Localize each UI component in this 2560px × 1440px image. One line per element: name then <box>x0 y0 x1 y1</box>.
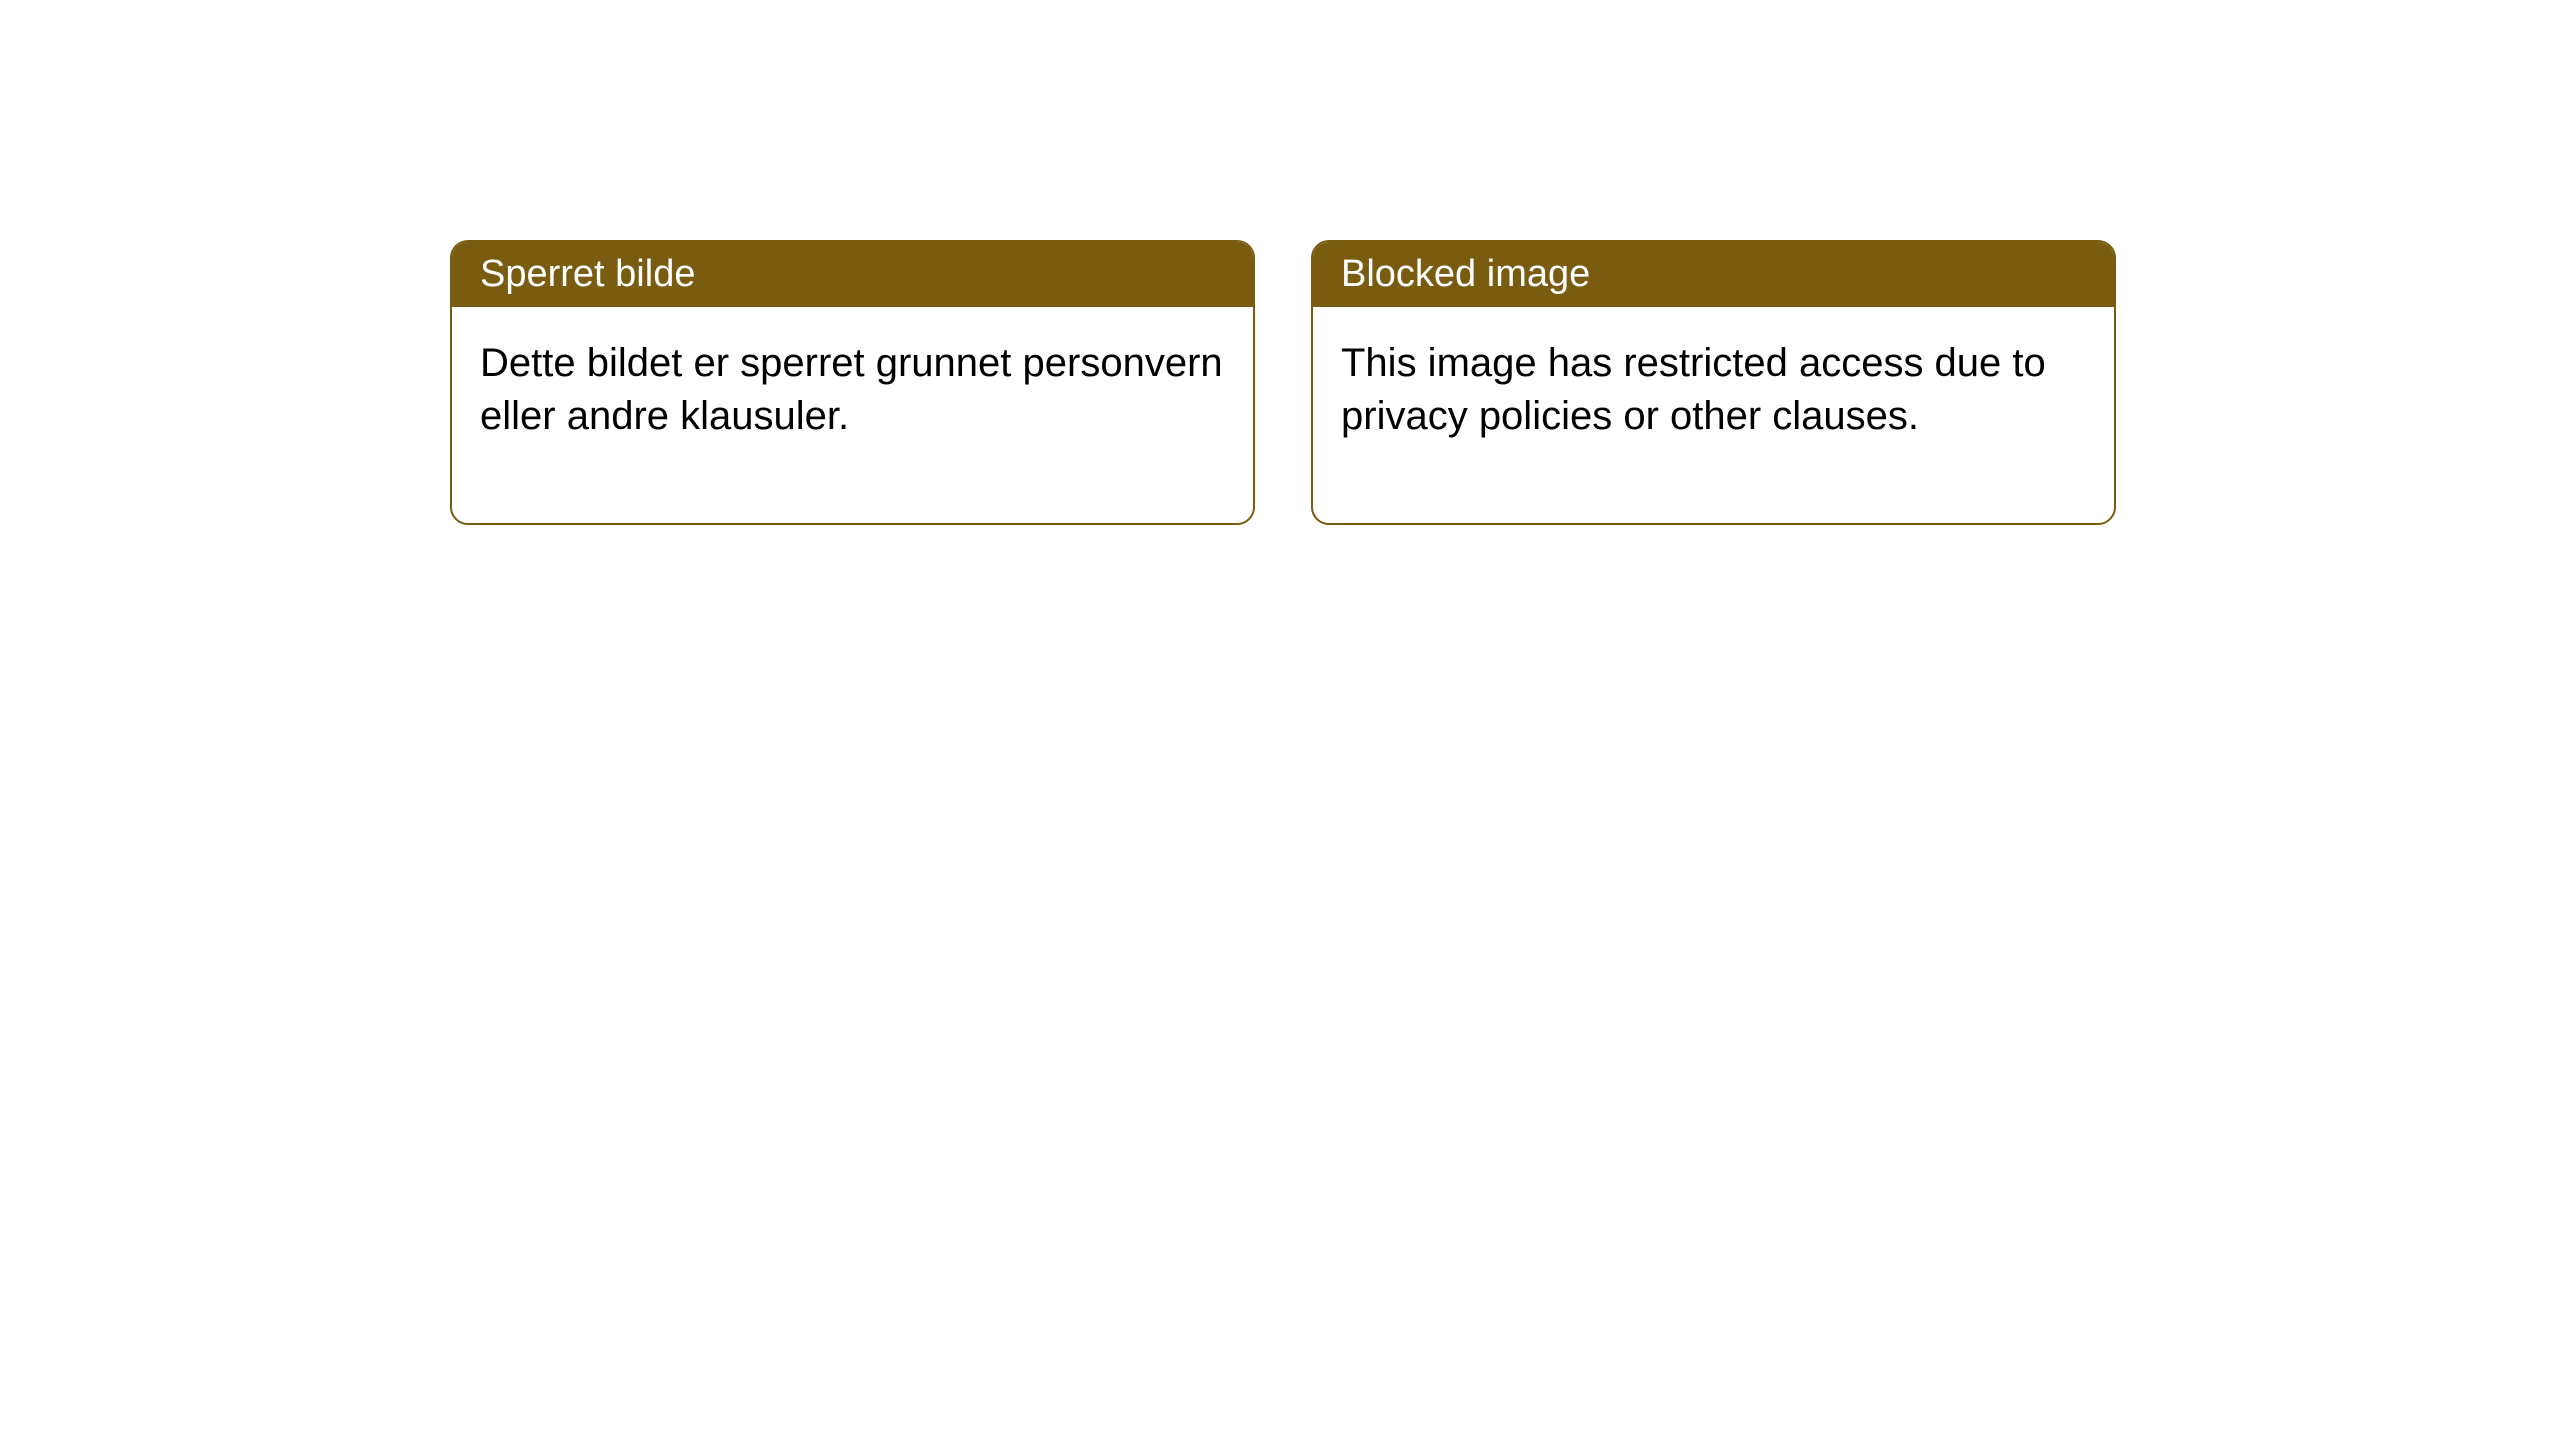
card-title: Blocked image <box>1341 253 1590 295</box>
notice-cards-container: Sperret bilde Dette bildet er sperret gr… <box>450 240 2116 525</box>
card-body: Dette bildet er sperret grunnet personve… <box>452 307 1253 523</box>
card-body: This image has restricted access due to … <box>1313 307 2114 523</box>
notice-card-english: Blocked image This image has restricted … <box>1311 240 2116 525</box>
card-title: Sperret bilde <box>480 253 695 295</box>
card-header: Sperret bilde <box>452 242 1253 307</box>
notice-card-norwegian: Sperret bilde Dette bildet er sperret gr… <box>450 240 1255 525</box>
card-message: Dette bildet er sperret grunnet personve… <box>480 341 1223 438</box>
card-message: This image has restricted access due to … <box>1341 341 2046 438</box>
card-header: Blocked image <box>1313 242 2114 307</box>
